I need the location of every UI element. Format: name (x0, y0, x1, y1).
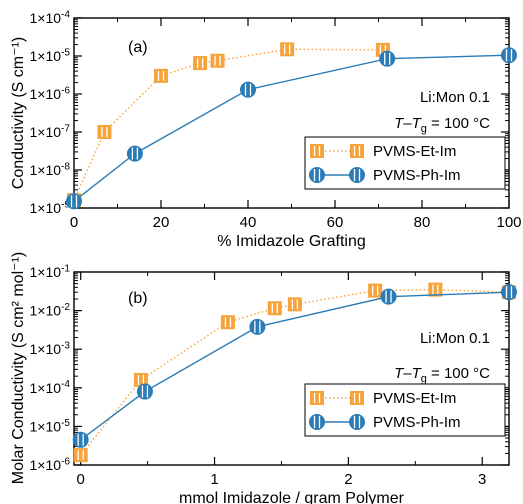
data-point (287, 297, 302, 312)
x-tick-label: 1 (210, 471, 218, 488)
panel-label: (a) (128, 39, 148, 56)
x-tick-label: 3 (478, 471, 486, 488)
legend-label: PVMS-Ph-Im (373, 167, 461, 184)
y-tick-label: 1×10-4 (29, 379, 70, 396)
x-tick-label: 60 (327, 214, 344, 231)
data-point (350, 391, 364, 405)
data-point (501, 284, 517, 301)
series-markers-pvms-ph-im (72, 284, 517, 448)
x-tick-label: 80 (414, 214, 431, 231)
data-point (210, 53, 225, 68)
y-tick-label: 1×10-5 (29, 418, 70, 435)
data-point (72, 431, 89, 448)
x-tick-label: 40 (240, 214, 257, 231)
legend-box (304, 136, 506, 190)
legend: PVMS-Et-Im PVMS-Ph-Im (304, 383, 506, 437)
data-point (379, 50, 396, 67)
y-tick-label: 1×10-5 (29, 47, 70, 64)
legend: PVMS-Et-Im PVMS-Ph-Im (304, 136, 506, 190)
data-point (280, 42, 295, 57)
x-tick-label: 0 (77, 471, 85, 488)
data-point (309, 414, 325, 430)
x-axis-label: % Imidazole Grafting (217, 233, 366, 250)
data-point (66, 193, 82, 210)
y-tick-label: 1×10-3 (29, 341, 70, 358)
legend-label: PVMS-Ph-Im (373, 414, 461, 431)
data-point (349, 414, 365, 430)
data-point (220, 315, 235, 330)
y-tick-label: 1×10-6 (29, 85, 70, 102)
legend-label: PVMS-Et-Im (373, 143, 456, 160)
y-tick-label: 1×10-8 (29, 161, 70, 178)
legend-box (304, 383, 506, 437)
x-tick-label: 2 (344, 471, 352, 488)
x-tick-label: 100 (496, 214, 521, 231)
y-tick-label: 1×10-4 (29, 9, 70, 26)
data-point (240, 81, 256, 98)
data-point (310, 144, 324, 158)
data-point (267, 301, 282, 316)
y-tick-label: 1×10-6 (29, 456, 70, 473)
legend-label: PVMS-Et-Im (373, 390, 456, 407)
data-point (350, 144, 364, 158)
annotation-temperature: T–Tg = 100 °C (394, 365, 490, 385)
y-tick-label: 1×10-2 (29, 302, 70, 319)
series-markers-pvms-ph-im (66, 47, 517, 210)
data-point (249, 318, 266, 335)
data-point (154, 68, 168, 83)
data-point (368, 283, 383, 298)
plot-frame-b (73, 271, 510, 466)
y-axis-label: Conductivity (S cm⁻¹) (10, 37, 27, 189)
data-point (501, 47, 517, 64)
y-axis-label: Molar Conductivity (S cm² mol⁻¹) (10, 252, 27, 484)
data-point (73, 448, 88, 463)
annotation-li-mon: Li:Mon 0.1 (420, 330, 490, 347)
data-point (97, 125, 112, 139)
panel-b-molar-conductivity-vs-mmol: 1×10-6 1×10-5 1×10-4 1×10-3 1×10-2 1×10-1 0 1 2 3… (10, 252, 517, 504)
y-tick-label: 1×10-1 (29, 263, 70, 280)
annotation-temperature: T–Tg = 100 °C (394, 115, 490, 135)
annotation-li-mon: Li:Mon 0.1 (420, 89, 490, 106)
data-point (428, 282, 443, 297)
y-tick-label: 1×10-7 (29, 123, 70, 140)
data-point (309, 167, 325, 183)
data-point (193, 56, 208, 71)
data-point (136, 383, 153, 400)
data-point (380, 288, 397, 305)
y-tick-label: 1×10-9 (29, 199, 70, 216)
x-axis-label: mmol Imidazole / gram Polymer (179, 490, 405, 504)
x-tick-label: 0 (70, 214, 78, 231)
panel-label: (b) (128, 290, 148, 307)
panel-a-conductivity-vs-grafting: 1×10-9 1×10-8 1×10-7 1×10-6 1×10-5 1×10-4 0 20 4… (10, 9, 522, 250)
data-point (349, 167, 365, 183)
data-point (126, 145, 143, 162)
data-point (310, 391, 324, 405)
x-tick-label: 20 (153, 214, 170, 231)
